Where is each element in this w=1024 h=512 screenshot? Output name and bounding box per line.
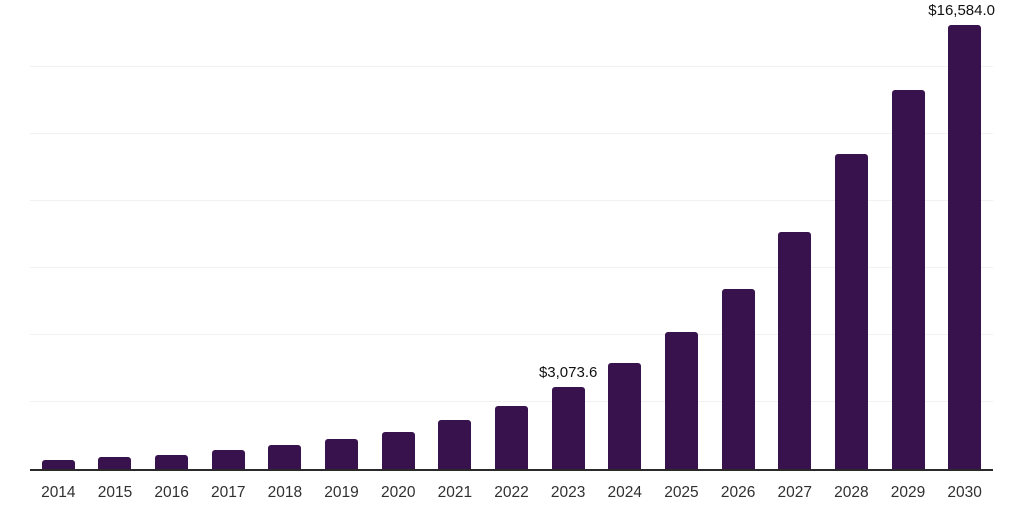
data-label-2030: $16,584.0	[928, 1, 995, 19]
bar-2014	[41, 460, 75, 469]
x-axis: 2014 2015 2016 2017 2018 2019 2020 2021 2022 2023…	[30, 484, 993, 504]
bar-2019	[325, 438, 359, 469]
gridline-2500	[30, 401, 993, 402]
x-tick-2017: 2017	[211, 484, 246, 501]
bar-2025	[664, 331, 698, 469]
x-tick-2023: 2023	[550, 484, 586, 501]
x-tick-2026: 2026	[720, 484, 756, 501]
bar-2022	[495, 406, 528, 469]
bar-2015	[98, 457, 132, 469]
x-tick-2021: 2021	[437, 484, 473, 501]
bar-2029	[891, 89, 925, 469]
x-tick-2016: 2016	[154, 484, 189, 501]
x-tick-2024: 2024	[607, 484, 643, 501]
bar-2020	[381, 432, 415, 469]
bar-2018	[268, 445, 302, 469]
bar-2028	[834, 153, 868, 469]
x-tick-2030: 2030	[947, 484, 982, 501]
x-tick-2027: 2027	[777, 484, 812, 501]
x-tick-2022: 2022	[494, 484, 529, 501]
bar-2017	[211, 449, 245, 469]
gridline-15000	[30, 66, 993, 67]
plot-area: $3,073.6 $16,584.0	[30, 0, 995, 471]
x-tick-2018: 2018	[267, 484, 303, 501]
bar-2023	[551, 386, 585, 469]
bar-2016	[155, 454, 189, 469]
x-tick-2028: 2028	[834, 484, 869, 501]
bar-2024	[608, 363, 642, 469]
gridline-5000	[30, 334, 993, 335]
gridline-7500	[30, 267, 993, 268]
gridline-12500	[30, 133, 993, 134]
x-tick-2025: 2025	[664, 484, 699, 501]
bar-2030	[948, 24, 982, 469]
gridline-10000	[30, 200, 993, 201]
x-tick-2014: 2014	[41, 484, 76, 501]
x-tick-2019: 2019	[324, 484, 359, 501]
x-tick-2020: 2020	[380, 484, 416, 501]
bar-2027	[778, 232, 812, 469]
data-label-2023: $3,073.6	[538, 363, 598, 381]
x-tick-2015: 2015	[97, 484, 133, 501]
x-tick-2029: 2029	[890, 484, 926, 501]
bar-2021	[438, 419, 472, 469]
bar-2026	[721, 288, 755, 469]
